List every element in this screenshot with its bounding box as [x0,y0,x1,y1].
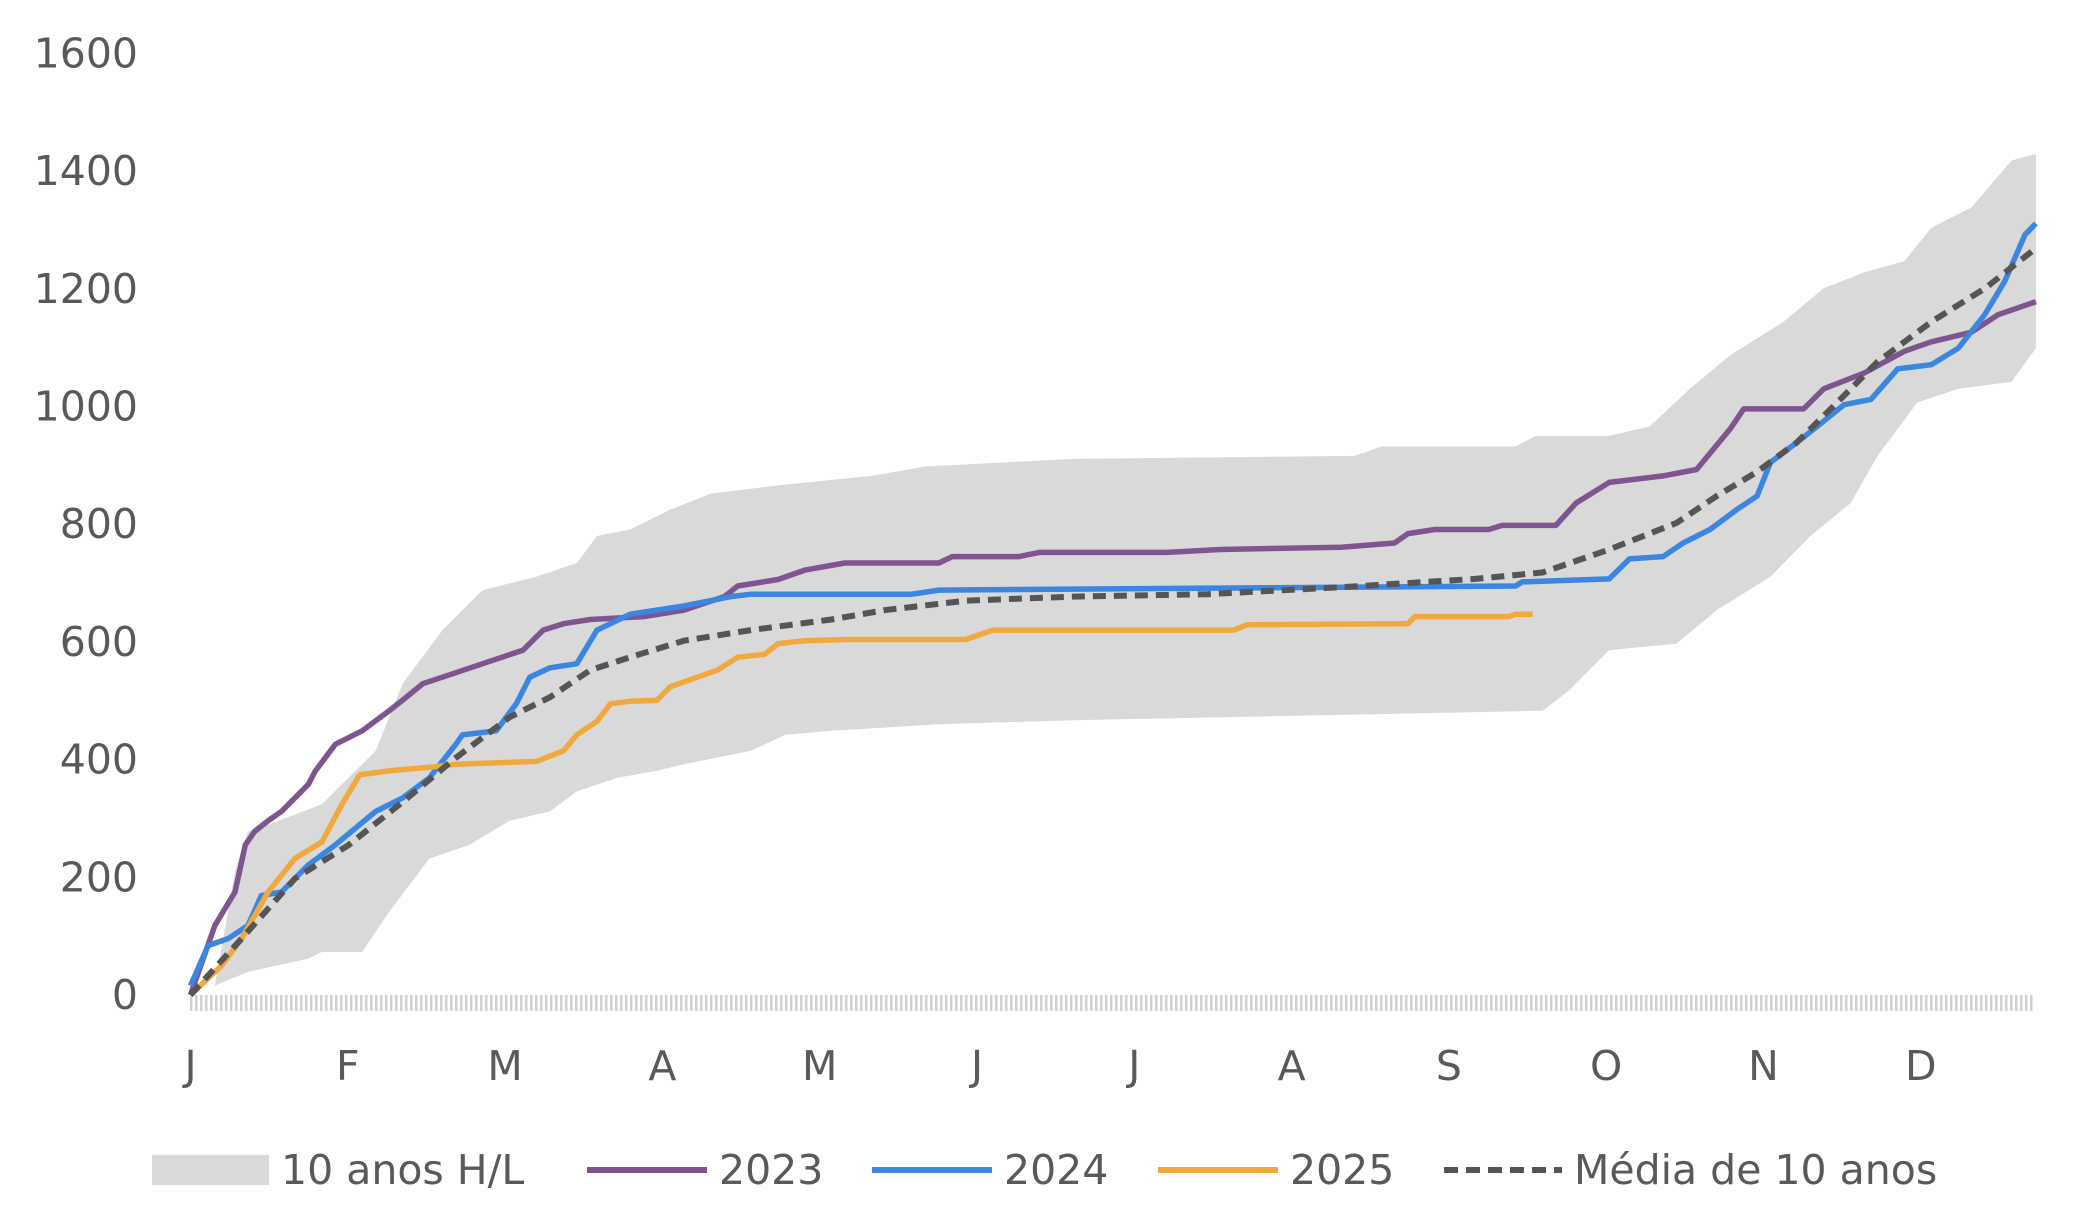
legend-item-band: 10 anos H/L [152,1142,524,1198]
legend: 10 anos H/L 2023 2024 2025 Média de 10 a… [0,1142,2079,1198]
series-line-2024 [187,221,2038,987]
y-tick-label: 1600 [34,29,138,77]
legend-label: Média de 10 anos [1574,1146,1938,1194]
x-tick-label: J [968,1042,983,1090]
y-tick-label: 0 [112,971,138,1019]
dashed-line-swatch-icon [1444,1167,1562,1173]
legend-item-2024: 2024 [872,1142,1108,1198]
x-tick-label: O [1590,1042,1622,1090]
y-tick-label: 800 [60,500,138,548]
x-tick-label: F [336,1042,360,1090]
line-swatch-icon [1158,1167,1278,1173]
band-layer [190,154,2036,995]
y-axis: 0 200 400 600 800 1000 1200 1400 1600 [34,29,138,1019]
x-tick-label: J [1125,1042,1140,1090]
series-line-2023 [187,299,2037,996]
y-tick-label: 1400 [34,147,138,195]
x-tick-label: M [802,1042,837,1090]
line-swatch-icon [872,1167,992,1173]
series-line-2025 [188,611,1533,997]
x-tick-label: J [181,1042,196,1090]
y-tick-label: 200 [60,853,138,901]
band-swatch-icon [152,1155,269,1185]
y-tick-label: 400 [60,736,138,784]
band-10yr-high-low [190,154,2036,995]
series-layer [187,221,2038,998]
series-line-m-dia-de-10-anos [188,245,2038,998]
legend-label: 10 anos H/L [281,1146,525,1194]
legend-label: 2023 [719,1146,824,1194]
x-tick-label: M [487,1042,522,1090]
x-tick-label: A [648,1042,676,1090]
x-tick-label: A [1278,1042,1306,1090]
y-tick-label: 1200 [34,265,138,313]
y-tick-label: 1000 [34,383,138,431]
x-tick-label: N [1748,1042,1779,1090]
x-tick-label: D [1905,1042,1937,1090]
x-axis-tick-band [190,995,2035,1011]
legend-item-average: Média de 10 anos [1444,1142,1937,1198]
legend-label: 2024 [1004,1146,1109,1194]
line-swatch-icon [587,1167,707,1173]
y-tick-label: 600 [60,618,138,666]
legend-label: 2025 [1290,1146,1395,1194]
x-tick-label: S [1436,1042,1462,1090]
legend-item-2023: 2023 [587,1142,823,1198]
legend-item-2025: 2025 [1158,1142,1394,1198]
